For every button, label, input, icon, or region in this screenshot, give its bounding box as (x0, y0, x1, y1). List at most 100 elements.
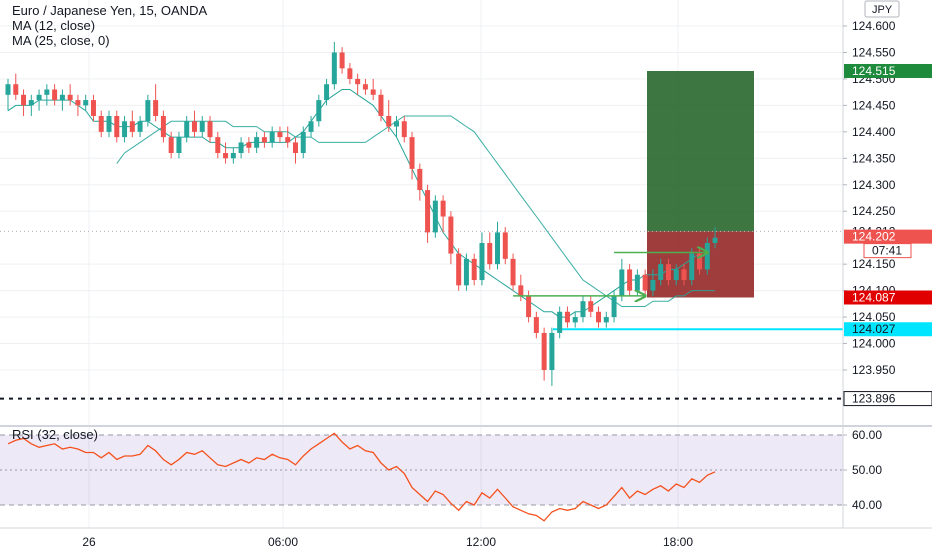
candle-body (347, 68, 353, 79)
candle (495, 221, 501, 270)
candle (59, 89, 65, 111)
candle-body (230, 153, 236, 159)
candle-body (254, 137, 260, 148)
rsi-tick-label: 60.00 (852, 428, 882, 442)
candle (572, 311, 578, 328)
countdown-box (863, 243, 912, 259)
candle (316, 94, 322, 127)
candle (184, 115, 190, 143)
candle-body (370, 89, 376, 95)
candle-body (564, 311, 570, 323)
profit-zone (647, 70, 754, 232)
candle-body (681, 269, 687, 281)
candle-body (292, 142, 298, 154)
candle (339, 47, 345, 74)
price-badge-box (844, 63, 932, 78)
candle (285, 126, 291, 148)
price-badge-box (843, 391, 932, 407)
candle-body (122, 121, 128, 138)
candle (471, 253, 477, 286)
candle-body (331, 52, 337, 85)
candle (160, 110, 166, 143)
candle-body (362, 84, 368, 90)
candle (28, 94, 34, 116)
candle (230, 147, 236, 164)
candle-body (557, 311, 563, 333)
candle (665, 258, 671, 286)
candle (487, 232, 493, 270)
candle (603, 311, 609, 328)
rsi-tick-label: 40.00 (852, 498, 882, 512)
candle-body (238, 142, 244, 154)
candle (238, 137, 244, 159)
candle (223, 142, 229, 164)
candle (580, 295, 586, 323)
candle-body (588, 301, 594, 312)
candle-body (207, 121, 213, 138)
candle (394, 115, 399, 138)
candle-body (44, 89, 50, 95)
rsi-tick-label: 50.00 (852, 463, 882, 477)
candle-body (223, 153, 229, 159)
candle (370, 78, 376, 101)
candle-body (650, 280, 656, 291)
candle (362, 78, 368, 95)
candle (44, 84, 50, 106)
candle-body (518, 285, 524, 296)
candle (627, 264, 633, 296)
candle-body (665, 264, 671, 281)
candle (36, 89, 42, 111)
candle (331, 41, 337, 90)
candle-body (98, 115, 104, 132)
price-axis-ticks: 124.600124.550124.500124.450124.400124.3… (843, 19, 896, 377)
countdown-label: 07:41 (872, 244, 902, 258)
candle-body (697, 253, 703, 270)
candle (13, 73, 19, 101)
candle (564, 306, 570, 328)
candle (673, 264, 679, 286)
price-badge-label: 124.515 (852, 64, 896, 78)
candle-body (689, 253, 695, 281)
candle-body (114, 115, 120, 138)
time-tick-label: 26 (82, 535, 96, 549)
candle-body (191, 121, 197, 132)
candle-body (510, 258, 516, 286)
candle-body (269, 131, 275, 143)
candle (456, 248, 462, 291)
candle-body (215, 137, 221, 154)
currency-badge-box (864, 0, 900, 18)
candle (269, 126, 275, 148)
candle (129, 110, 135, 138)
candle (619, 258, 625, 302)
candle (502, 227, 508, 265)
candle-body (448, 216, 454, 254)
price-tick-label: 123.950 (852, 363, 896, 377)
candle (409, 131, 415, 180)
candle (658, 258, 664, 286)
candle-body (502, 232, 508, 259)
candle-body (339, 52, 345, 69)
candle-body (83, 100, 89, 106)
candle (168, 131, 174, 159)
price-tick-label: 124.250 (852, 204, 896, 218)
candle-body (487, 242, 493, 265)
candle (510, 253, 516, 291)
candle (681, 264, 687, 286)
candle-body (129, 121, 135, 132)
price-badge-stop: 124.087 (844, 290, 932, 305)
candle-body (712, 237, 718, 243)
candle (588, 295, 594, 318)
candle-body (21, 94, 27, 106)
candle-body (495, 232, 501, 265)
candle-body (417, 168, 423, 191)
candle-body (456, 253, 462, 286)
chart-title: Euro / Japanese Yen, 15, OANDA (12, 3, 208, 18)
price-badge-target: 124.515 (844, 64, 932, 78)
candle (277, 126, 283, 143)
time-axis-background (0, 528, 932, 550)
candle (425, 184, 431, 243)
candle-body (471, 258, 477, 281)
candle-body (285, 137, 291, 143)
ma-fast-label: MA (12, close) (12, 18, 96, 33)
